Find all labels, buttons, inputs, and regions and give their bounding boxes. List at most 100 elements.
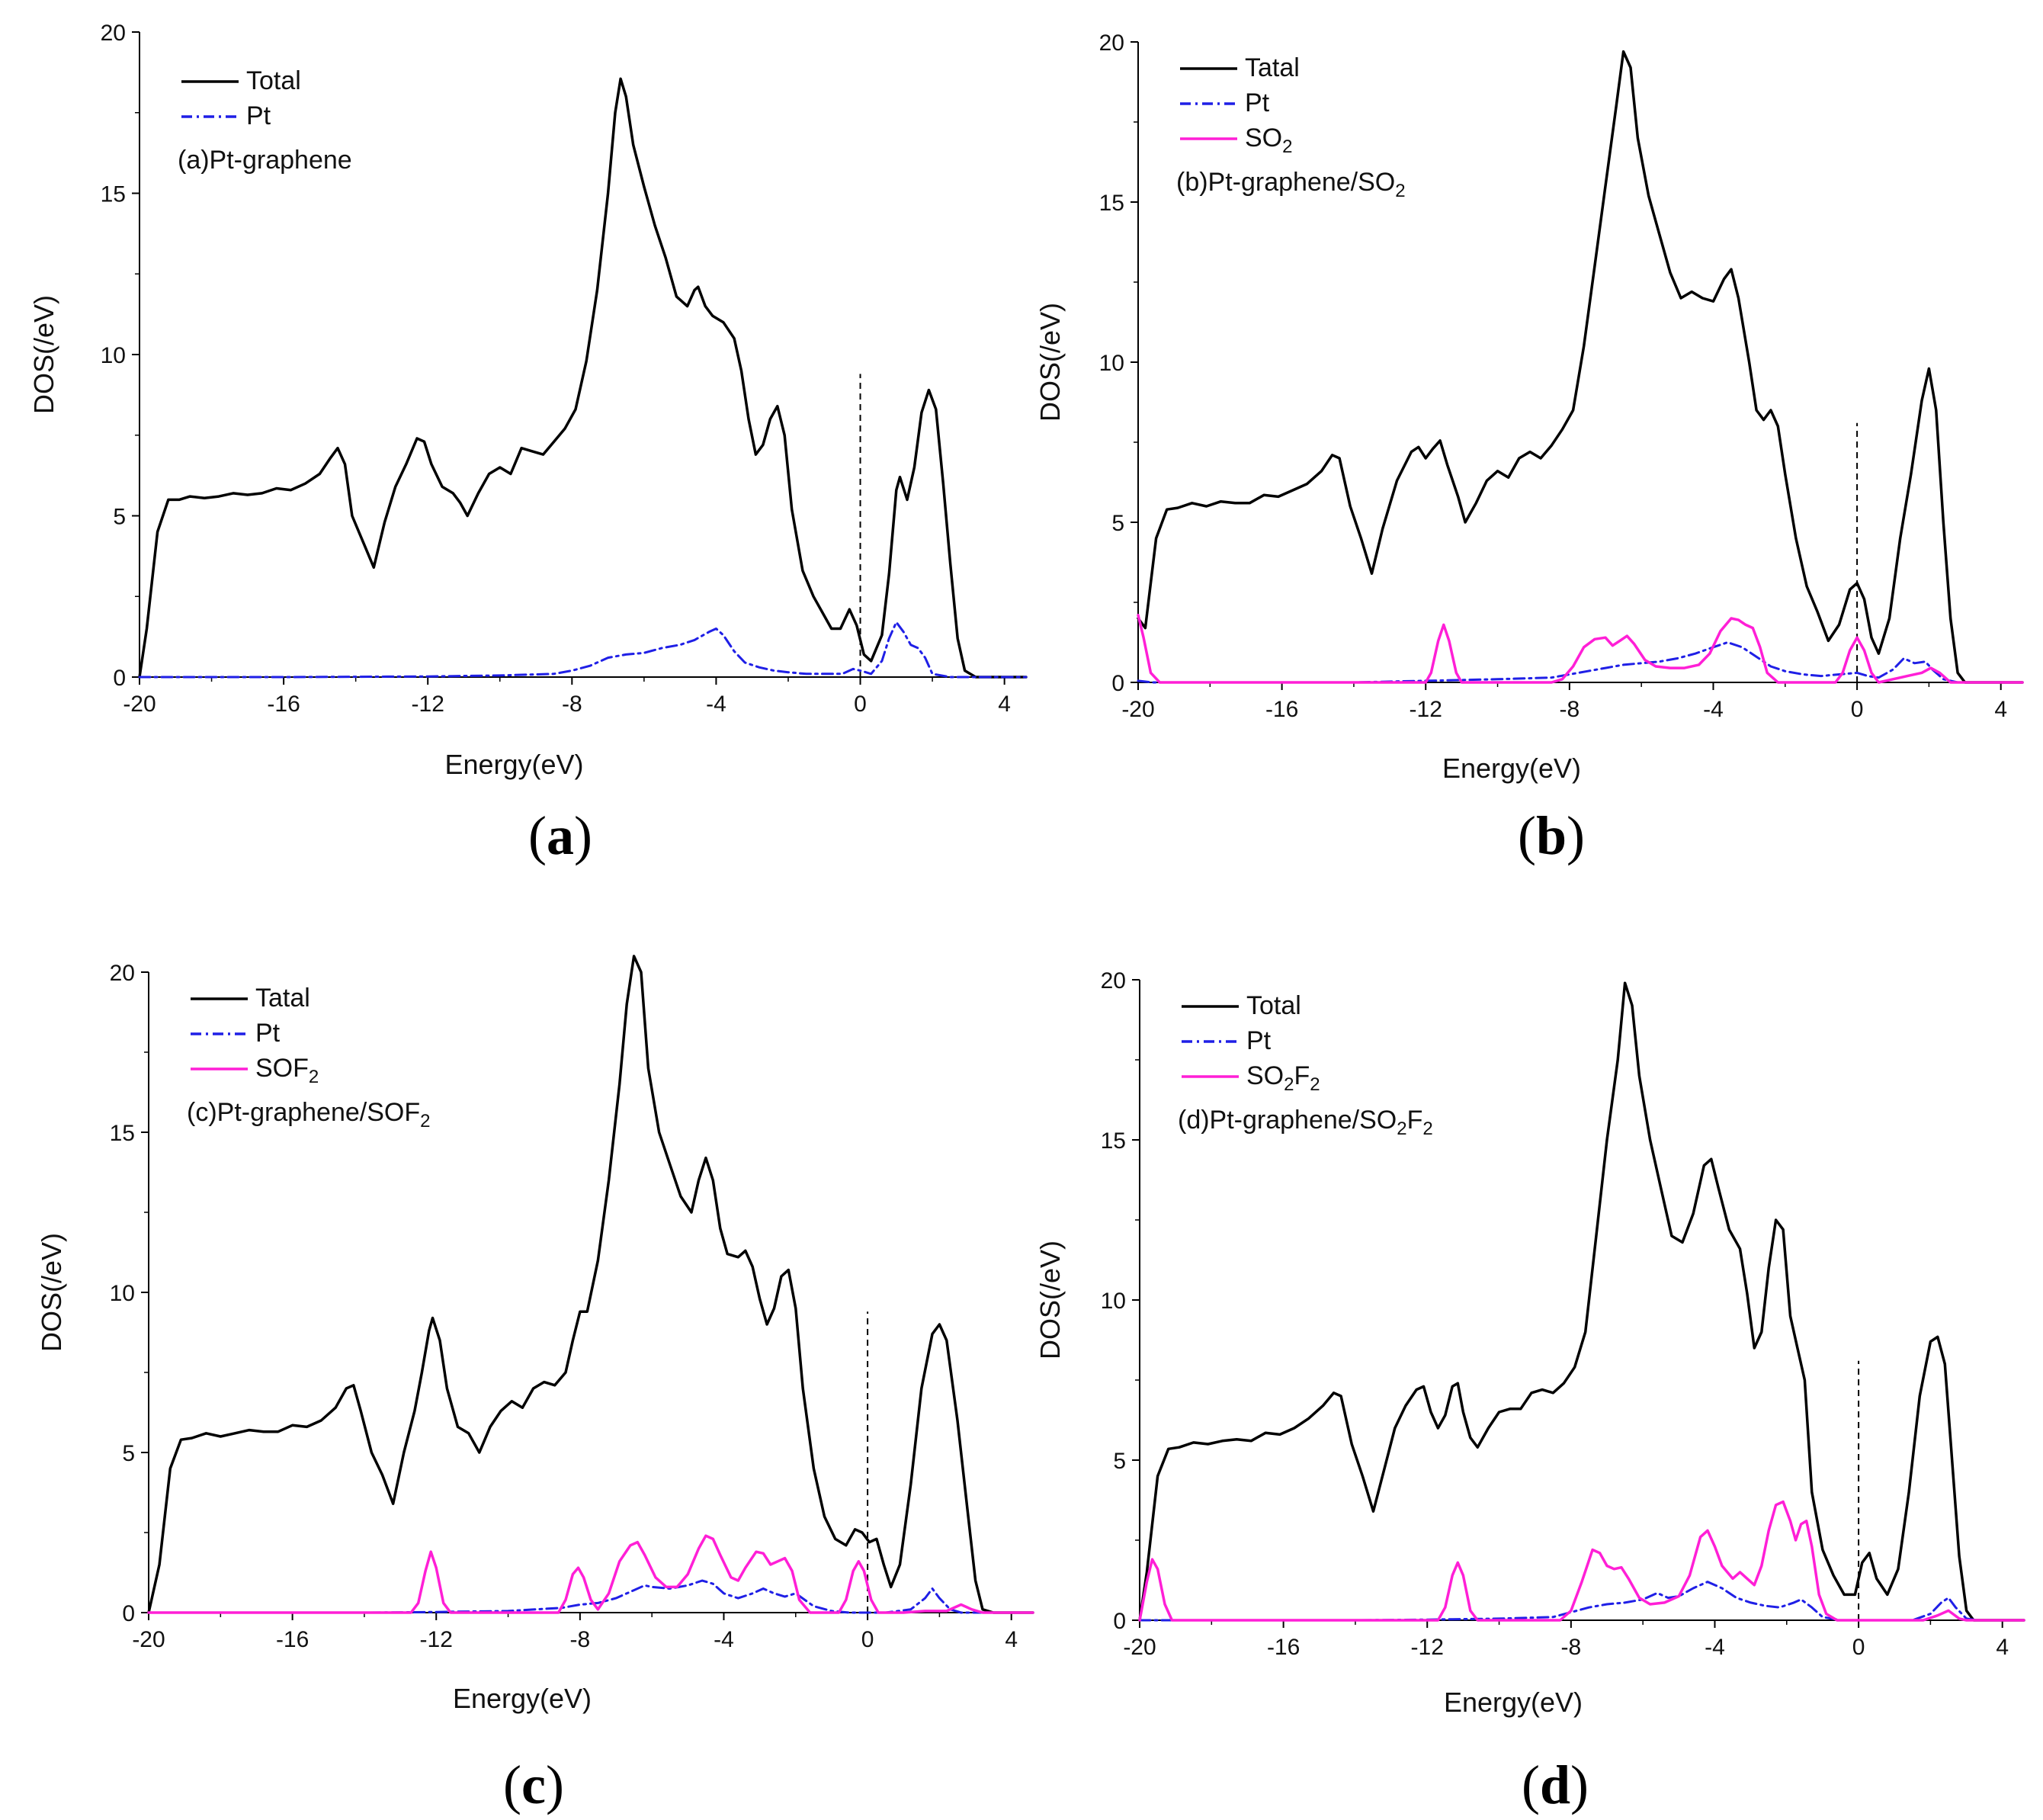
legend-entry: Pt: [1245, 88, 1270, 117]
chart-panel-a: -20 -16 -12 -8 -4 0 4 0 5 10 15 20 Energy(eV) DOS(/eV…: [28, 21, 1028, 866]
annotation-text: (d)Pt-graphene/SO: [1178, 1106, 1397, 1135]
legend-entry: Total: [1246, 991, 1301, 1020]
x-tick-label: -8: [1561, 1635, 1582, 1660]
x-tick-label: -20: [132, 1627, 165, 1652]
x-tick-label: -8: [1560, 697, 1580, 722]
series-line-pt: [1138, 1581, 2025, 1622]
x-tick-label: -8: [562, 692, 582, 717]
panel-label: (b): [1518, 805, 1585, 866]
legend-entry: Pt: [246, 101, 271, 130]
y-axis-label: DOS(/eV): [1034, 1241, 1066, 1359]
annotation-subscript: 2: [420, 1111, 430, 1131]
x-tick-label: 0: [854, 692, 867, 717]
annotation-subscript: 2: [1395, 181, 1405, 201]
x-tick-label: 4: [1005, 1627, 1018, 1652]
legend-entry: SO2F2: [1246, 1061, 1320, 1095]
panel-label-close: ): [1567, 805, 1585, 866]
y-tick-label: 20: [1099, 30, 1124, 56]
series-line-tatal: [147, 955, 1034, 1614]
series-line-total: [1138, 981, 2025, 1622]
x-axis-label: Energy(eV): [1444, 1687, 1583, 1718]
legend-label-text: Pt: [1245, 88, 1270, 117]
legend-entry: Pt: [1246, 1026, 1272, 1055]
y-tick-label: 20: [1101, 968, 1126, 993]
y-axis-label: DOS(/eV): [36, 1233, 67, 1352]
y-tick-label: 5: [113, 505, 126, 530]
legend-label-text: Pt: [1246, 1026, 1272, 1055]
x-tick-label: 4: [1996, 1635, 2009, 1660]
panel-label-close: ): [1570, 1754, 1589, 1815]
legend-label-text: Total: [1246, 991, 1301, 1020]
legend-entry: SOF2: [255, 1054, 319, 1087]
chart-panel-b: -20 -16 -12 -8 -4 0 4 0 5 10 15 20 Energy(eV) DOS(/eV…: [1034, 30, 2024, 866]
x-tick-label: -20: [123, 692, 156, 717]
y-tick-label: 0: [1113, 1609, 1126, 1634]
panel-annotation: (b)Pt-graphene/SO2: [1176, 168, 1406, 201]
legend-subscript: 2: [309, 1067, 319, 1087]
series-line-so2: [1137, 614, 2024, 684]
annotation-subscript: 2: [1422, 1119, 1432, 1139]
legend-label-text: Total: [246, 66, 301, 95]
x-tick-label: 4: [1994, 697, 2007, 722]
annotation-text: (c)Pt-graphene/SOF: [187, 1098, 420, 1127]
panel-label-close: ): [546, 1754, 564, 1815]
x-tick-label: -12: [1410, 697, 1442, 722]
x-tick-label: -4: [714, 1627, 734, 1652]
panel-label-open: (: [528, 805, 547, 866]
y-tick-label: 10: [1099, 351, 1124, 376]
x-tick-label: -4: [1705, 1635, 1725, 1660]
legend-label-text: SOF: [255, 1054, 309, 1083]
x-tick-label: -12: [412, 692, 444, 717]
y-axis-label: DOS(/eV): [28, 295, 59, 414]
annotation-subscript: 2: [1397, 1119, 1406, 1139]
y-tick-label: 15: [1099, 191, 1124, 216]
x-tick-label: 0: [1851, 697, 1864, 722]
y-tick-label: 15: [1101, 1128, 1126, 1154]
y-tick-label: 20: [101, 21, 126, 46]
x-axis-label: Energy(eV): [444, 749, 583, 780]
chart-panel-c: -20 -16 -12 -8 -4 0 4 0 5 10 15 20 Energy(eV) DOS(/eV…: [36, 955, 1034, 1815]
x-tick-label: -16: [1265, 697, 1298, 722]
y-tick-label: 0: [113, 666, 126, 691]
legend-entry: Pt: [255, 1019, 281, 1048]
x-tick-label: -12: [420, 1627, 453, 1652]
x-tick-label: -4: [706, 692, 726, 717]
legend-label-text: Pt: [255, 1019, 281, 1048]
y-tick-label: 0: [122, 1601, 135, 1626]
series-line-tatal: [1137, 50, 2024, 684]
legend-label-text: Tatal: [255, 984, 310, 1013]
legend-label-mid: F: [1294, 1061, 1310, 1090]
legend-label-text: Tatal: [1245, 53, 1300, 82]
y-tick-label: 0: [1111, 671, 1124, 696]
series-line-pt: [138, 621, 1028, 679]
panel-annotation: (d)Pt-graphene/SO2F2: [1178, 1106, 1433, 1139]
legend-entry: Tatal: [1245, 53, 1300, 82]
panel-label-letter: c: [521, 1754, 546, 1815]
annotation-mid: F: [1407, 1106, 1423, 1135]
y-tick-label: 5: [122, 1441, 135, 1466]
x-tick-label: -20: [1121, 697, 1154, 722]
series-line-pt: [147, 1579, 1034, 1614]
y-tick-label: 20: [110, 961, 135, 986]
annotation-text: (a)Pt-graphene: [178, 146, 352, 175]
panel-annotation: (c)Pt-graphene/SOF2: [187, 1098, 430, 1131]
y-tick-label: 5: [1113, 1449, 1126, 1474]
x-tick-label: -16: [276, 1627, 309, 1652]
panel-label-letter: a: [547, 805, 574, 866]
x-tick-label: -16: [1267, 1635, 1300, 1660]
x-tick-label: 0: [861, 1627, 874, 1652]
x-tick-label: -20: [1123, 1635, 1156, 1660]
chart-panel-d: -20 -16 -12 -8 -4 0 4 0 5 10 15 20 Energy(eV) DOS(/eV…: [1034, 968, 2025, 1815]
panel-label-open: (: [1522, 1754, 1540, 1815]
x-tick-label: -16: [267, 692, 300, 717]
panel-label-letter: b: [1536, 805, 1567, 866]
series-line-sof2: [147, 1534, 1034, 1614]
x-tick-label: 0: [1852, 1635, 1865, 1660]
panel-label-letter: d: [1540, 1754, 1570, 1815]
legend-entry: SO2: [1245, 124, 1292, 157]
panel-label: (c): [503, 1754, 564, 1815]
panel-label: (d): [1522, 1754, 1589, 1815]
panel-label: (a): [528, 805, 592, 866]
panel-label-close: ): [574, 805, 592, 866]
